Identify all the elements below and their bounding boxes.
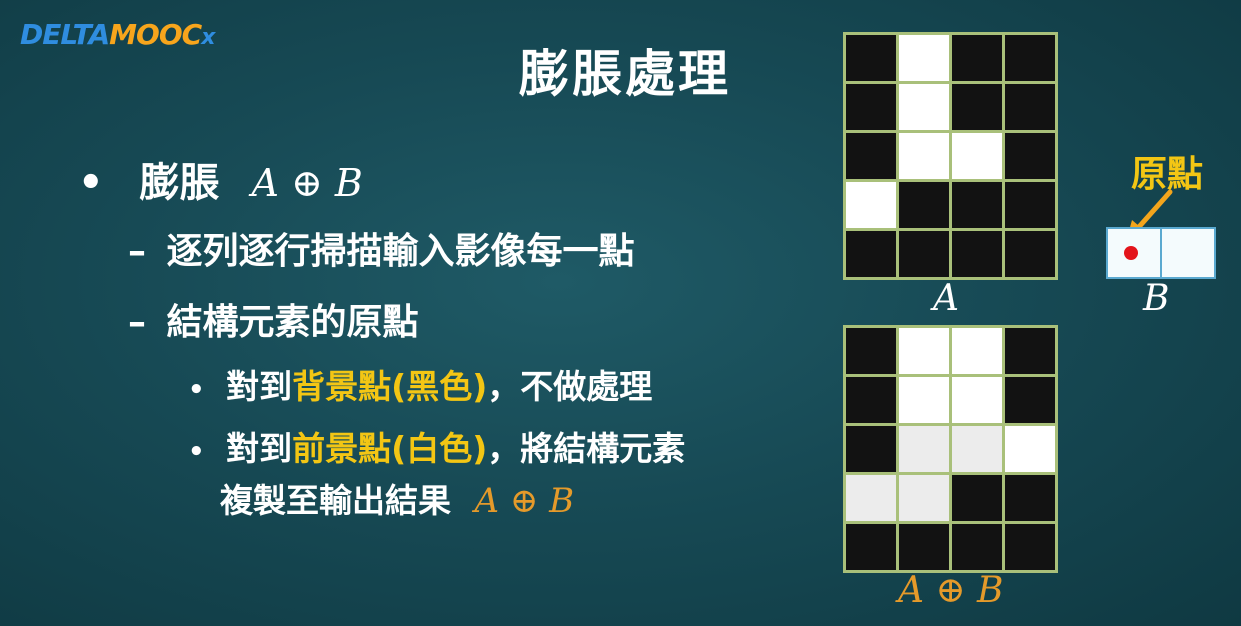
pixel-white — [1005, 426, 1055, 472]
pixel-white — [899, 377, 949, 423]
pixel-black — [1005, 377, 1055, 423]
input-image-grid-a — [843, 32, 1058, 280]
origin-dot-icon — [1124, 246, 1138, 260]
pixel-black — [1005, 84, 1055, 130]
pixel-black — [899, 524, 949, 570]
pixel-black — [952, 475, 1002, 521]
pixel-black — [952, 84, 1002, 130]
pixel-white — [846, 475, 896, 521]
pixel-black — [1005, 328, 1055, 374]
sub-bullet-origin: – 結構元素的原點 — [128, 302, 419, 343]
pixel-black — [1005, 231, 1055, 277]
origin-label: 原點 — [1131, 154, 1204, 195]
grid-b-label: B — [1143, 278, 1170, 319]
bullet-dot-icon: • — [188, 375, 205, 405]
structuring-element-cell-origin — [1108, 229, 1160, 277]
dash-icon: – — [128, 302, 146, 343]
pixel-black — [846, 35, 896, 81]
pixel-black — [952, 182, 1002, 228]
pixel-black — [846, 328, 896, 374]
pixel-white — [952, 328, 1002, 374]
pixel-black — [846, 231, 896, 277]
pixel-black — [952, 524, 1002, 570]
pixel-black — [846, 524, 896, 570]
grid-result-label: A ⊕ B — [898, 570, 1004, 611]
dash-icon: – — [128, 231, 146, 272]
pixel-black — [1005, 475, 1055, 521]
structuring-element-b — [1106, 227, 1216, 279]
pixel-black — [1005, 182, 1055, 228]
result-image-grid — [843, 325, 1058, 573]
pixel-black — [952, 231, 1002, 277]
dilation-formula: A ⊕ B — [474, 481, 575, 521]
pixel-black — [1005, 35, 1055, 81]
pixel-white — [899, 133, 949, 179]
pixel-white — [899, 35, 949, 81]
bullet-dilation: • 膨脹 A ⊕ B — [78, 160, 363, 206]
pixel-white — [899, 475, 949, 521]
pixel-white — [952, 133, 1002, 179]
pixel-black — [846, 84, 896, 130]
pixel-white — [899, 328, 949, 374]
pixel-black — [846, 133, 896, 179]
pixel-white — [846, 182, 896, 228]
slide-title: 膨脹處理 — [519, 45, 731, 103]
pixel-black — [846, 377, 896, 423]
dilation-formula: A ⊕ B — [251, 161, 363, 205]
sub-sub-bullet-background: • 對到背景點(黑色)，不做處理 — [188, 367, 653, 406]
pixel-black — [899, 182, 949, 228]
structuring-element-cell — [1160, 229, 1214, 277]
bullet-dot-icon: • — [188, 437, 205, 467]
pixel-white — [952, 426, 1002, 472]
sub-sub-bullet-foreground: • 對到前景點(白色)，將結構元素 — [188, 429, 686, 468]
pixel-black — [1005, 133, 1055, 179]
pixel-white — [952, 377, 1002, 423]
pixel-black — [846, 426, 896, 472]
deltamoocx-logo: DELTAMOOCx — [20, 18, 215, 51]
pixel-white — [899, 84, 949, 130]
sub-bullet-scan: – 逐列逐行掃描輸入影像每一點 — [128, 231, 635, 272]
sub-sub-bullet-foreground-cont: 複製至輸出結果 A ⊕ B — [220, 481, 575, 521]
grid-a-label: A — [933, 278, 959, 319]
pixel-black — [899, 231, 949, 277]
pixel-black — [952, 35, 1002, 81]
pixel-white — [899, 426, 949, 472]
bullet-dot-icon: • — [78, 160, 104, 206]
pixel-black — [1005, 524, 1055, 570]
